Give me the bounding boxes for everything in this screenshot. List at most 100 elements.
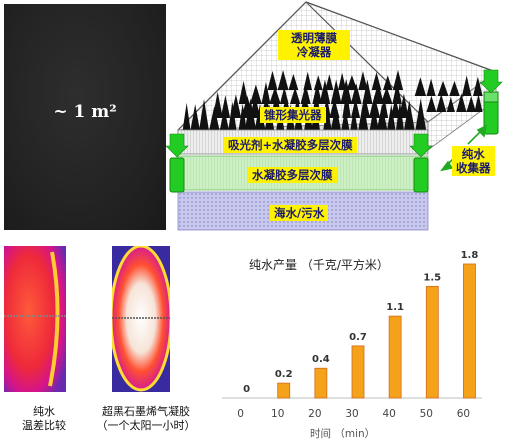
cover-label: 透明薄膜 冷凝器	[278, 30, 350, 60]
cone-concentrator	[446, 96, 455, 112]
black-film-photo: ~ 1 m²	[4, 4, 166, 230]
thermal-image-water	[4, 246, 66, 392]
cone-concentrator	[399, 93, 409, 118]
cover-label-line1: 透明薄膜	[291, 31, 337, 45]
cone-concentrator	[360, 97, 371, 118]
cone-concentrator	[338, 72, 347, 90]
cone-concentrator	[390, 97, 401, 118]
cone-label: 锥形集光器	[260, 107, 326, 123]
cone-concentrators	[182, 70, 483, 132]
chart-plot: 0 0 0.2 10 0.4 20 0.7 30 1.1 40 1.5 50 1.8 60	[222, 250, 482, 420]
cone-concentrator	[267, 70, 278, 90]
cone-concentrator	[437, 80, 449, 96]
cone-concentrator	[372, 81, 384, 104]
cone-concentrator	[319, 79, 331, 104]
thermal-caption-water: 纯水 温差比较	[4, 405, 84, 433]
seawater-label: 海水/污水	[270, 205, 329, 221]
bar	[388, 315, 402, 399]
cone-concentrator	[303, 71, 313, 90]
cone-concentrator	[415, 98, 427, 132]
cone-concentrator	[426, 95, 437, 112]
cone-concentrator	[288, 73, 299, 90]
collector-label-line2: 收集器	[456, 161, 491, 175]
cone-concentrator	[368, 95, 381, 118]
data-label: 1.1	[386, 302, 404, 313]
data-label: 0.2	[275, 369, 293, 380]
cone-concentrator	[346, 75, 358, 90]
cone-concentrator	[371, 72, 382, 90]
thermal-image-aerogel	[112, 246, 170, 392]
device-drawing	[166, 1, 503, 231]
absorber-label: 吸光剂+水凝胶多层次膜	[224, 137, 357, 153]
device-schematic: 透明薄膜 冷凝器 锥形集光器 吸光剂+水凝胶多层次膜 水凝胶多层次膜 海水/污水…	[166, 0, 505, 238]
cone-concentrator	[241, 95, 254, 118]
cone-concentrator	[473, 76, 483, 96]
cone-concentrator	[325, 74, 334, 90]
thermal-caption-aerogel-line1: 超黑石墨烯气凝胶	[102, 405, 190, 418]
cone-concentrator	[383, 75, 393, 90]
bar	[314, 367, 328, 399]
cone-concentrator	[414, 77, 427, 96]
cone-concentrator	[362, 79, 373, 104]
x-tick-label: 40	[382, 408, 395, 420]
cone-concentrator	[230, 94, 242, 118]
cone-concentrator	[340, 107, 350, 132]
bar	[277, 382, 291, 399]
x-tick-label: 10	[271, 408, 284, 420]
hydrogel-label: 水凝胶多层次膜	[248, 167, 337, 183]
cone-concentrator	[220, 95, 231, 118]
cover-label-line2: 冷凝器	[296, 45, 332, 59]
bar	[463, 263, 476, 399]
cone-concentrator	[182, 102, 191, 132]
cone-concentrator	[190, 104, 201, 132]
data-label: 1.5	[423, 272, 441, 283]
cone-concentrator	[249, 94, 261, 118]
x-tick-label: 60	[457, 408, 470, 420]
cone-concentrator	[312, 82, 322, 104]
x-tick-label: 20	[308, 408, 321, 420]
cone-concentrator	[474, 93, 483, 112]
x-tick-label: 30	[345, 408, 358, 420]
cone-concentrator	[269, 86, 281, 104]
cone-concentrator	[330, 104, 342, 132]
collector-label-line1: 纯水	[461, 147, 485, 161]
x-tick-label: 50	[420, 408, 433, 420]
cone-concentrator	[392, 70, 404, 90]
cone-concentrator	[380, 86, 393, 104]
cone-concentrator	[250, 84, 262, 104]
bar	[425, 285, 439, 399]
cone-concentrator	[380, 96, 389, 118]
cone-concentrator	[219, 108, 230, 132]
cone-concentrator	[208, 106, 220, 132]
x-tick-label: 0	[237, 408, 244, 420]
data-label: 0	[243, 384, 250, 395]
bar	[351, 345, 365, 399]
cone-concentrator	[277, 70, 289, 90]
cone-concentrator	[456, 93, 467, 112]
x-axis-label: 时间 （min）	[310, 428, 376, 440]
cone-concentrator	[358, 71, 368, 90]
cone-concentrator	[386, 104, 396, 132]
thermal-caption-aerogel: 超黑石墨烯气凝胶 （一个太阳一小时）	[84, 405, 208, 433]
cone-concentrator	[403, 100, 416, 132]
cone-concentrator	[392, 81, 402, 104]
cone-concentrator	[449, 80, 460, 96]
cone-concentrator	[329, 98, 340, 118]
thermal-caption-water-line2: 温差比较	[22, 419, 66, 432]
data-label: 1.8	[461, 250, 479, 261]
cone-concentrator	[350, 83, 362, 104]
cone-concentrator	[238, 80, 249, 104]
chart-title: 纯水产量 （千克/平方米）	[249, 258, 389, 272]
cone-concentrator	[198, 98, 210, 132]
cone-concentrator	[254, 104, 266, 132]
cone-concentrator	[349, 108, 359, 132]
area-label: ~ 1 m²	[53, 102, 117, 122]
cone-concentrator	[261, 81, 271, 104]
cone-concentrator	[436, 93, 447, 112]
data-label: 0.4	[312, 354, 330, 365]
data-label: 0.7	[349, 332, 367, 343]
collector-label: 纯水 收集器	[452, 146, 495, 176]
cone-concentrator	[212, 91, 223, 118]
cone-concentrator	[279, 86, 289, 104]
thermal-caption-aerogel-line2: （一个太阳一小时）	[96, 419, 196, 432]
